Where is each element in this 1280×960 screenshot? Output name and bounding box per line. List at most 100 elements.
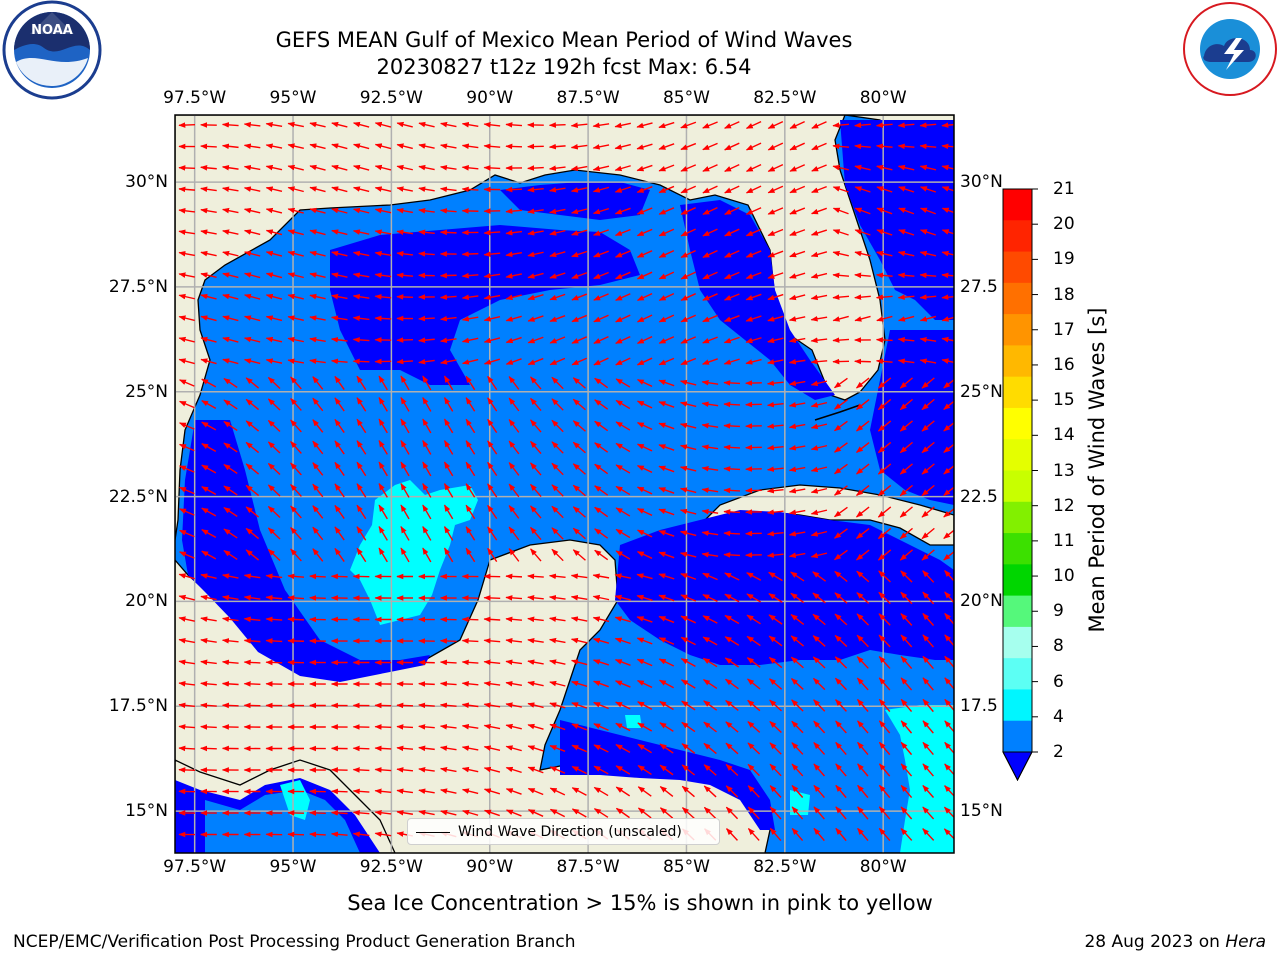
wind-arrow — [443, 547, 454, 563]
wind-arrow — [791, 806, 804, 820]
wind-arrow — [245, 549, 260, 561]
wind-arrow — [334, 483, 345, 498]
wind-arrow — [766, 552, 784, 558]
wind-arrow — [594, 549, 609, 561]
wind-arrow — [378, 397, 388, 412]
wind-arrow — [658, 444, 675, 451]
footer-date-text: 28 Aug 2023 on — [1084, 932, 1220, 952]
wind-arrow — [265, 336, 283, 343]
wind-arrow — [766, 401, 784, 408]
wind-arrow — [356, 375, 367, 391]
wind-arrow — [702, 636, 718, 646]
wind-arrow — [900, 634, 913, 648]
wind-arrow — [200, 229, 217, 235]
wind-arrow — [549, 272, 566, 279]
wind-arrow — [487, 461, 498, 477]
wind-arrow — [615, 271, 631, 280]
wind-arrow — [832, 207, 849, 215]
wind-arrow — [681, 743, 696, 754]
wind-arrow — [505, 788, 522, 795]
wind-arrow — [857, 784, 869, 799]
wind-arrow — [747, 806, 760, 820]
colorbar-tick-label-16: 2 — [1053, 742, 1064, 762]
wind-arrow — [418, 766, 435, 773]
wind-arrow — [832, 143, 850, 150]
wind-arrow — [221, 681, 239, 687]
wind-arrow — [439, 229, 457, 236]
wind-arrow — [505, 294, 522, 301]
wind-arrow — [920, 207, 936, 215]
wind-arrow — [768, 635, 783, 647]
lon-top-3: 90°W — [466, 88, 514, 108]
lat-right-0: 30°N — [960, 172, 1003, 193]
wind-arrow — [396, 207, 413, 214]
wind-arrow — [615, 421, 631, 431]
wind-arrow — [767, 120, 784, 130]
wind-arrow — [570, 122, 588, 128]
wind-arrow — [200, 336, 217, 343]
wind-arrow — [334, 375, 345, 390]
wind-arrow — [243, 573, 261, 580]
wind-arrow — [679, 465, 697, 472]
wind-arrow — [243, 659, 261, 666]
wind-arrow — [658, 551, 675, 559]
wind-arrow — [680, 658, 696, 667]
wind-arrow — [483, 681, 501, 687]
wind-arrow — [245, 398, 260, 411]
wind-arrow — [636, 507, 653, 517]
wind-arrow — [702, 678, 718, 690]
wind-arrow — [200, 315, 217, 322]
wind-arrow — [505, 358, 522, 365]
wind-arrow — [439, 659, 457, 666]
wind-arrow — [465, 504, 476, 520]
wind-arrow — [243, 638, 261, 644]
wind-arrow — [769, 678, 783, 690]
wind-arrow — [810, 552, 828, 559]
wind-arrow — [548, 143, 566, 150]
wind-arrow — [791, 720, 804, 734]
wind-arrow — [835, 806, 847, 820]
colorbar-segment-15 — [1003, 658, 1032, 690]
colorbar-segment-8 — [1003, 439, 1032, 471]
wind-arrow — [637, 701, 653, 710]
wind-arrow — [508, 419, 520, 433]
wind-arrow — [723, 487, 741, 494]
wind-arrow — [747, 785, 760, 798]
wind-arrow — [921, 398, 935, 411]
colorbar-tick-label-7: 14 — [1053, 425, 1075, 446]
colorbar-tick-label-1: 20 — [1053, 214, 1075, 235]
wind-arrow — [636, 658, 653, 667]
wind-arrow — [899, 484, 913, 497]
wind-arrow — [287, 315, 304, 321]
wind-arrow — [418, 207, 435, 214]
wind-arrow — [245, 527, 260, 540]
wind-arrow — [922, 806, 935, 820]
wind-arrow — [680, 271, 696, 280]
wind-arrow — [549, 808, 566, 818]
wind-arrow — [919, 358, 937, 364]
wind-arrow — [592, 186, 610, 193]
wind-arrow — [703, 806, 717, 820]
wind-arrow — [724, 636, 740, 646]
wind-arrow — [746, 572, 762, 581]
wind-arrow — [680, 249, 696, 259]
wind-arrow — [378, 526, 388, 541]
wind-arrow — [810, 358, 828, 365]
wind-arrow — [766, 380, 784, 386]
wind-arrow — [549, 787, 566, 796]
wind-arrow — [352, 293, 370, 300]
wind-arrow — [769, 720, 782, 734]
wind-arrow — [832, 229, 849, 236]
wind-arrow — [440, 359, 457, 365]
wind-arrow — [701, 508, 719, 515]
wind-arrow — [178, 529, 195, 538]
wind-arrow — [222, 229, 239, 235]
wind-arrow — [527, 357, 544, 366]
wind-arrow — [636, 529, 653, 538]
wind-arrow — [245, 484, 260, 497]
wind-arrow — [833, 549, 848, 561]
wind-arrow — [832, 272, 850, 279]
wind-arrow — [439, 337, 457, 344]
wind-arrow — [505, 766, 522, 774]
